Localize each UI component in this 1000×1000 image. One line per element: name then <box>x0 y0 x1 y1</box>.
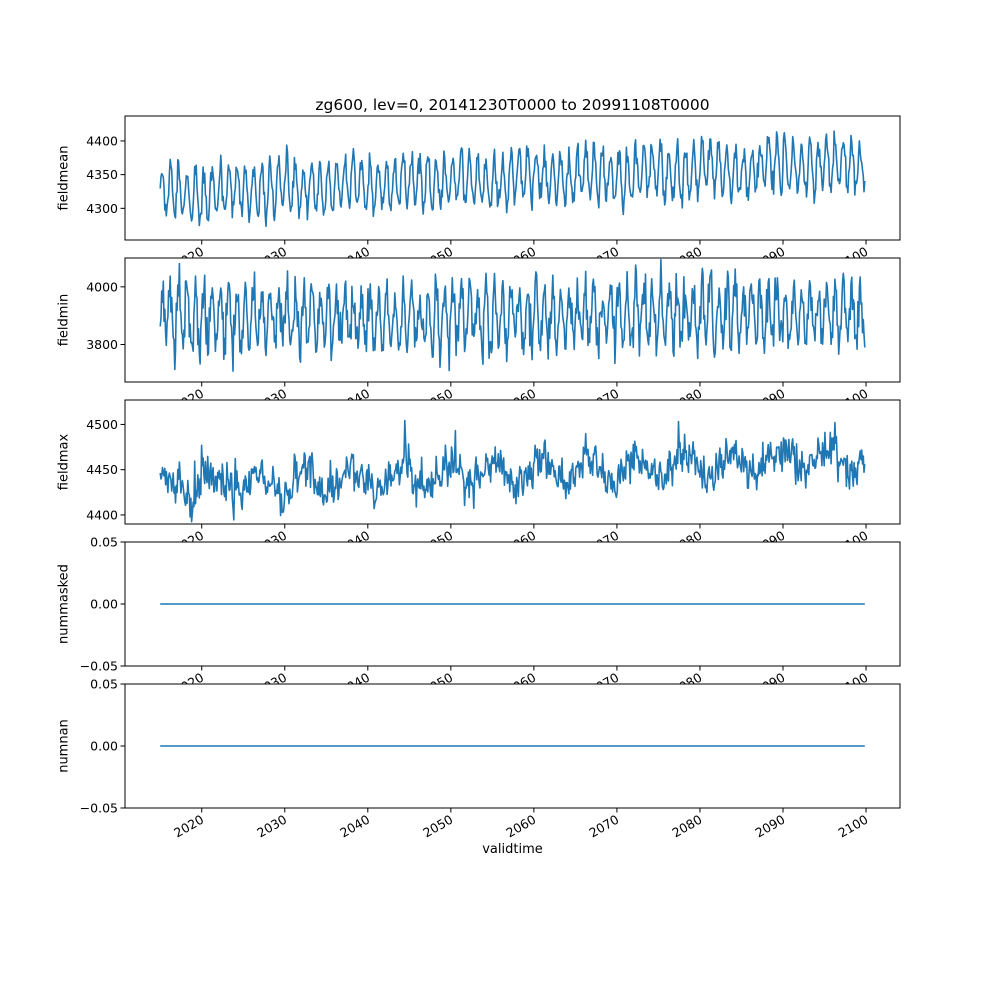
ytick-label-nummasked: −0.05 <box>80 659 118 674</box>
ytick-label-numnan: −0.05 <box>80 801 118 816</box>
xtick-label: 2050 <box>420 812 455 841</box>
xtick-label: 2080 <box>669 812 704 841</box>
subplot-numnan: −0.05 0.00 0.05 2020 2030 2040 2050 2060 2070 208… <box>80 677 901 841</box>
subplot-fieldmean: 4300435044002020203020402050206020702080… <box>86 115 901 273</box>
xtick-label: 2070 <box>586 812 621 841</box>
ylabel-fieldmin: fieldmin <box>56 293 72 347</box>
subplot-fieldmax: 4400445045002020203020402050206020702080… <box>86 399 901 557</box>
ytick-label-fieldmax: 4450 <box>86 462 118 477</box>
xtick-label: 2020 <box>171 812 206 841</box>
ytick-label-fieldmin: 3800 <box>86 337 118 352</box>
ylabel-numnan: numnan <box>56 719 72 773</box>
axes-frame-fieldmax <box>124 399 901 525</box>
ylabel-fieldmax: fieldmax <box>56 433 72 491</box>
axes-background-fieldmax <box>125 400 900 524</box>
x-axis-label: validtime <box>482 842 543 857</box>
ytick-label-fieldmean: 4350 <box>86 167 118 182</box>
axes-frame-fieldmean <box>124 115 901 241</box>
subplot-nummasked: −0.050.000.05202020302040205020602070208… <box>80 535 901 699</box>
ytick-label-fieldmax: 4400 <box>86 507 118 522</box>
xtick-label: 2060 <box>503 812 538 841</box>
ytick-label-fieldmean: 4400 <box>86 133 118 148</box>
xtick-label: 2040 <box>337 812 372 841</box>
ytick-label-numnan: 0.00 <box>90 739 118 754</box>
axes-frame-fieldmin <box>124 257 901 383</box>
series-line-fieldmin <box>159 258 866 372</box>
ylabel-fieldmean: fieldmean <box>56 145 72 211</box>
xtick-label: 2100 <box>835 812 870 841</box>
figure-title: zg600, lev=0, 20141230T0000 to 20991108T… <box>315 96 710 114</box>
xtick-label: 2090 <box>752 812 787 841</box>
xtick-label: 2030 <box>254 812 289 841</box>
ytick-label-fieldmax: 4500 <box>86 417 118 432</box>
ylabel-nummasked: nummasked <box>56 564 72 644</box>
series-line-fieldmean <box>159 130 866 228</box>
ytick-label-fieldmean: 4300 <box>86 201 118 216</box>
ytick-label-nummasked: 0.00 <box>90 597 118 612</box>
ytick-label-nummasked: 0.05 <box>90 535 118 550</box>
ytick-label-numnan: 0.05 <box>90 677 118 692</box>
series-line-fieldmax <box>159 419 866 523</box>
subplot-fieldmin: 3800400020202030204020502060207020802090… <box>86 257 901 415</box>
ytick-label-fieldmin: 4000 <box>86 279 118 294</box>
